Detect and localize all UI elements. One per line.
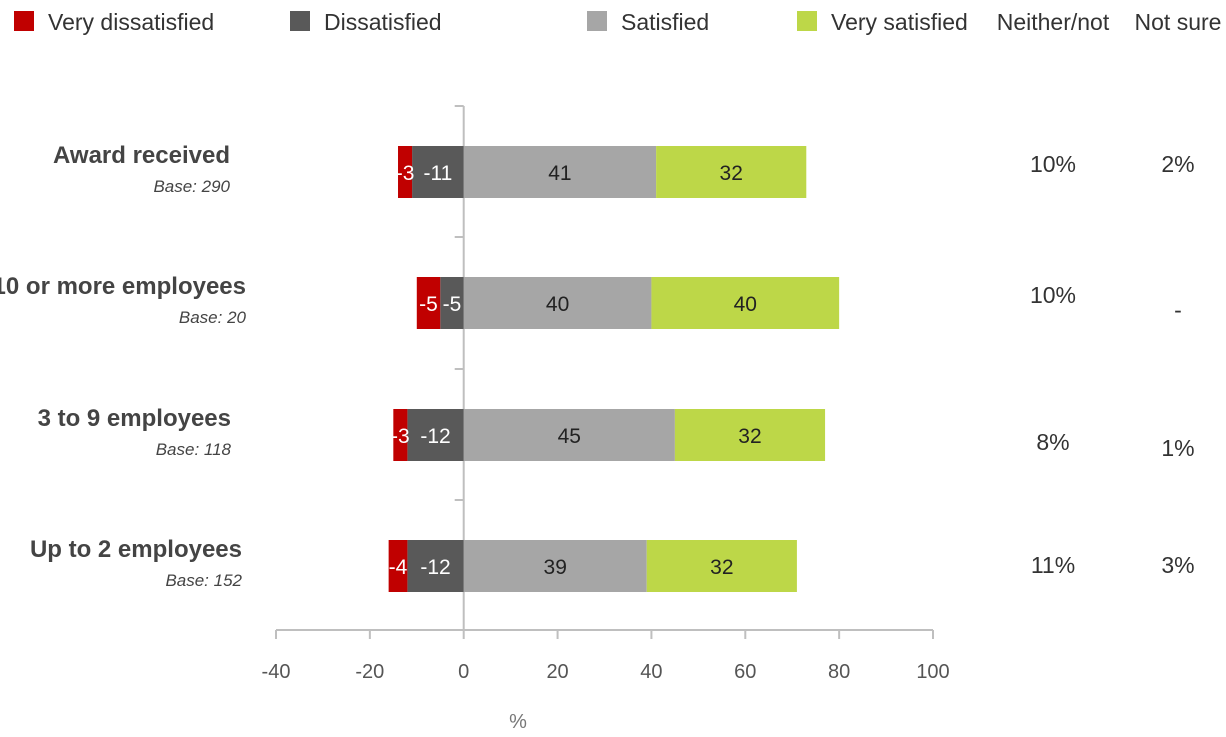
legend-swatch-1	[290, 11, 310, 31]
column-value-1-2: 1%	[1161, 435, 1194, 461]
column-value-0-2: 8%	[1036, 429, 1069, 455]
legend-swatch-3	[797, 11, 817, 31]
bar-segment-2-3	[674, 409, 826, 461]
category-base-2: Base: 118	[156, 440, 232, 459]
bar-value-label-3-2: 39	[544, 556, 567, 579]
bar-value-label-1-1: -5	[443, 293, 462, 316]
column-value-0-3: 11%	[1031, 552, 1075, 578]
legend-swatch-0	[14, 11, 34, 31]
bar-segment-1-1	[440, 277, 464, 329]
x-tick-label-4: 40	[640, 661, 662, 683]
column-value-0-0: 10%	[1030, 151, 1076, 177]
x-tick-label-3: 20	[546, 661, 568, 683]
bar-value-label-1-0: -5	[419, 293, 438, 316]
bar-segment-0-3	[656, 146, 807, 198]
bar-segment-3-2	[463, 540, 647, 592]
column-header-1: Not sure	[1135, 9, 1222, 35]
x-tick-label-6: 80	[828, 661, 850, 683]
column-value-1-1: -	[1174, 297, 1182, 323]
bar-value-label-0-1: -11	[424, 162, 453, 185]
bar-segment-3-3	[646, 540, 797, 592]
legend-swatch-2	[587, 11, 607, 31]
bar-value-label-1-2: 40	[546, 293, 569, 316]
bar-segment-2-2	[463, 409, 675, 461]
legend-label-3: Very satisfied	[831, 9, 968, 35]
category-base-1: Base: 20	[179, 308, 247, 327]
bar-value-label-3-0: -4	[389, 556, 408, 579]
x-tick-label-2: 0	[458, 661, 469, 683]
bar-value-label-0-0: -3	[396, 162, 415, 185]
x-tick-label-7: 100	[916, 661, 949, 683]
bar-value-label-2-0: -3	[391, 425, 410, 448]
legend-label-1: Dissatisfied	[324, 9, 442, 35]
bar-segment-3-0	[388, 540, 408, 592]
bar-segment-2-0	[393, 409, 408, 461]
bar-segment-0-0	[398, 146, 413, 198]
x-tick-label-5: 60	[734, 661, 756, 683]
category-label-1: 10 or more employees	[0, 273, 246, 300]
column-header-0: Neither/not	[997, 9, 1110, 35]
category-label-2: 3 to 9 employees	[38, 405, 231, 432]
column-value-0-1: 10%	[1030, 282, 1076, 308]
bar-segment-1-3	[651, 277, 840, 329]
bar-segment-1-2	[463, 277, 652, 329]
bar-value-label-3-1: -12	[420, 556, 450, 579]
column-value-1-3: 3%	[1161, 552, 1194, 578]
x-tick-label-1: -20	[355, 661, 384, 683]
legend-label-2: Satisfied	[621, 9, 709, 35]
bar-segment-0-2	[463, 146, 657, 198]
x-tick-label-0: -40	[262, 661, 291, 683]
bar-value-label-2-2: 45	[558, 425, 581, 448]
bar-value-label-0-3: 32	[720, 162, 743, 185]
legend-label-0: Very dissatisfied	[48, 9, 214, 35]
bar-segment-3-1	[407, 540, 464, 592]
bar-segment-0-1	[412, 146, 464, 198]
bar-value-label-2-1: -12	[420, 425, 450, 448]
bar-value-label-3-3: 32	[710, 556, 733, 579]
category-label-0: Award received	[53, 142, 230, 169]
category-base-3: Base: 152	[165, 571, 242, 590]
bar-segment-2-1	[407, 409, 464, 461]
bar-segment-1-0	[416, 277, 441, 329]
column-value-1-0: 2%	[1161, 151, 1194, 177]
x-axis-title: %	[509, 711, 527, 732]
bar-value-label-1-3: 40	[734, 293, 757, 316]
category-label-3: Up to 2 employees	[30, 536, 242, 563]
bar-value-label-0-2: 41	[548, 162, 571, 185]
bar-value-label-2-3: 32	[738, 425, 761, 448]
category-base-0: Base: 290	[153, 177, 230, 196]
